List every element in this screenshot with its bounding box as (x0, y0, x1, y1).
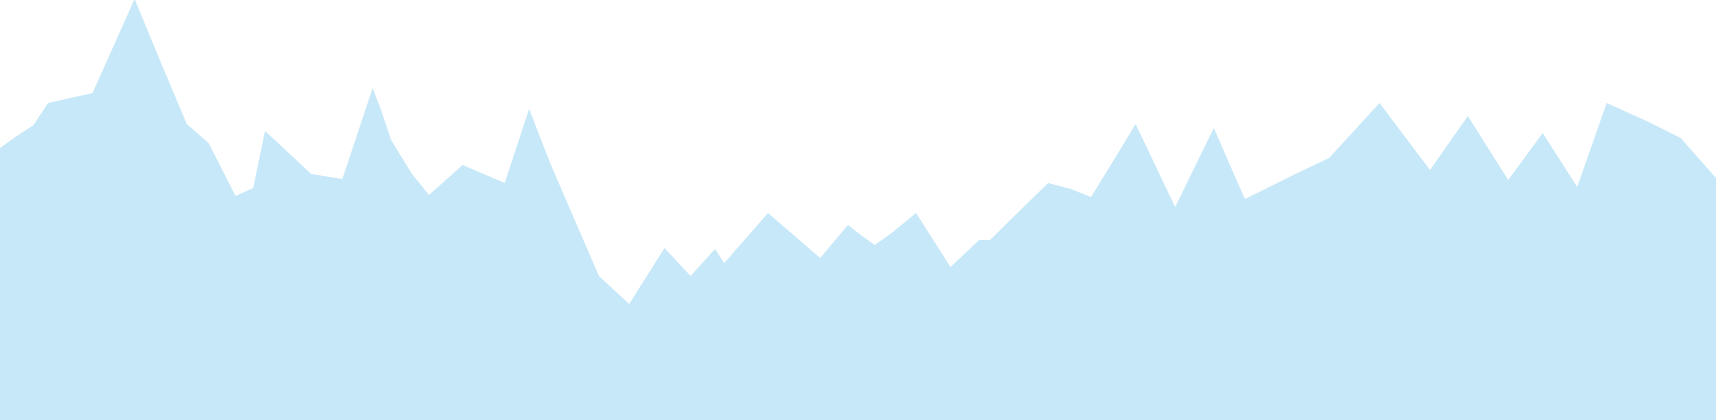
mountain-silhouette-graphic (0, 0, 1716, 420)
mountain-silhouette-shape (0, 0, 1716, 420)
mountain-banner (0, 0, 1716, 420)
